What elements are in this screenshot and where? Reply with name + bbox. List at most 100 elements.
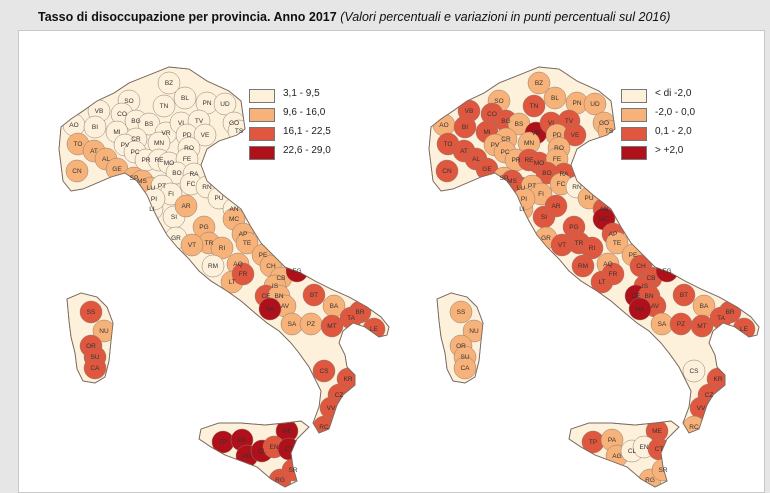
province-label: AV [651, 303, 660, 310]
province-label: RA [559, 171, 569, 178]
province-label: PD [182, 132, 191, 139]
province-label: RN [202, 184, 212, 191]
province-label: MT [327, 323, 336, 330]
coastline [428, 66, 760, 434]
province-label: RM [208, 263, 218, 270]
province-label: AL [472, 156, 480, 163]
province-label: LT [598, 279, 605, 286]
province-ca [453, 356, 477, 380]
province-label: RO [184, 145, 194, 152]
province-label: LE [370, 326, 379, 333]
province-label: TS [605, 128, 614, 135]
province-mt [320, 314, 344, 338]
province-label: SI [171, 214, 177, 221]
province-label: TO [444, 141, 453, 148]
province-label: VR [531, 130, 540, 137]
province-label: VB [95, 108, 104, 115]
province-label: FC [187, 181, 196, 188]
province-label: PR [141, 157, 150, 164]
province-label: TV [195, 118, 204, 125]
province-label: VR [161, 130, 170, 137]
province-label: TE [243, 240, 252, 247]
province-label: EN [639, 444, 648, 451]
province-label: AN [599, 206, 608, 213]
province-label: UD [220, 101, 230, 108]
province-label: TE [613, 240, 622, 247]
province-label: SU [90, 354, 99, 361]
province-label: CH [266, 263, 276, 270]
province-ud [583, 92, 607, 116]
province-ve [193, 123, 217, 147]
province-label: LU [517, 185, 526, 192]
province-label: PI [521, 196, 527, 203]
province-label: AP [239, 231, 248, 238]
province-label: MI [483, 129, 490, 136]
province-label: SS [87, 309, 96, 316]
province-label: FR [239, 271, 248, 278]
province-ri [580, 236, 604, 260]
legend-label: < di -2,0 [655, 88, 692, 99]
coastline [198, 420, 310, 488]
province-label: MN [154, 140, 164, 147]
province-bz [157, 71, 181, 95]
province-label: NA [265, 306, 275, 313]
province-vt [180, 233, 204, 257]
province-label: PZ [677, 321, 685, 328]
province-label: FR [609, 271, 618, 278]
province-na [628, 297, 652, 321]
province-label: BI [92, 124, 98, 131]
province-label: PC [500, 149, 509, 156]
province-ar [544, 194, 568, 218]
province-label: AG [612, 453, 621, 460]
province-label: PZ [307, 321, 315, 328]
province-label: MC [599, 216, 609, 223]
province-cs [682, 359, 706, 383]
province-label: SA [658, 321, 667, 328]
province-label: FI [538, 191, 544, 198]
maps-panel: BZ SO TN BL PN UD AO VB CO BG BS VR VI TV GO TS TO BI MI CR… [18, 30, 765, 493]
province-label: TN [160, 103, 169, 110]
province-label: BR [355, 309, 364, 316]
province-label: BO [542, 170, 551, 177]
province-label: FC [557, 181, 566, 188]
province-label: TS [235, 128, 244, 135]
province-label: BS [145, 121, 154, 128]
province-label: AP [609, 231, 618, 238]
province-label: FI [168, 191, 174, 198]
province-label: VV [327, 405, 336, 412]
province-label: CZ [705, 392, 714, 399]
province-label: BL [551, 95, 559, 102]
province-bl [173, 86, 197, 110]
province-label: MO [534, 160, 544, 167]
province-label: PA [238, 437, 247, 444]
province-label: PE [259, 252, 268, 259]
province-label: BS [515, 121, 524, 128]
province-label: AO [69, 122, 78, 129]
province-label: ME [282, 428, 292, 435]
province-label: BZ [165, 80, 173, 87]
province-label: BA [330, 303, 339, 310]
province-label: RE [154, 157, 164, 164]
province-label: FE [183, 156, 192, 163]
province-label: SR [288, 467, 297, 474]
province-label: FE [553, 156, 562, 163]
province-label: PU [214, 195, 223, 202]
province-label: TP [589, 439, 597, 446]
province-label: SU [460, 354, 469, 361]
province-bz [527, 71, 551, 95]
province-label: TN [530, 103, 539, 110]
province-bi [83, 115, 107, 139]
province-label: RC [319, 424, 329, 431]
province-label: RG [275, 477, 285, 484]
province-ri [210, 236, 234, 260]
province-label: PG [569, 224, 578, 231]
province-label: MI [113, 129, 120, 136]
province-label: PI [151, 196, 157, 203]
province-label: AQ [233, 261, 242, 268]
province-label: CE [261, 293, 271, 300]
province-cn [435, 159, 459, 183]
province-bt [672, 283, 696, 307]
